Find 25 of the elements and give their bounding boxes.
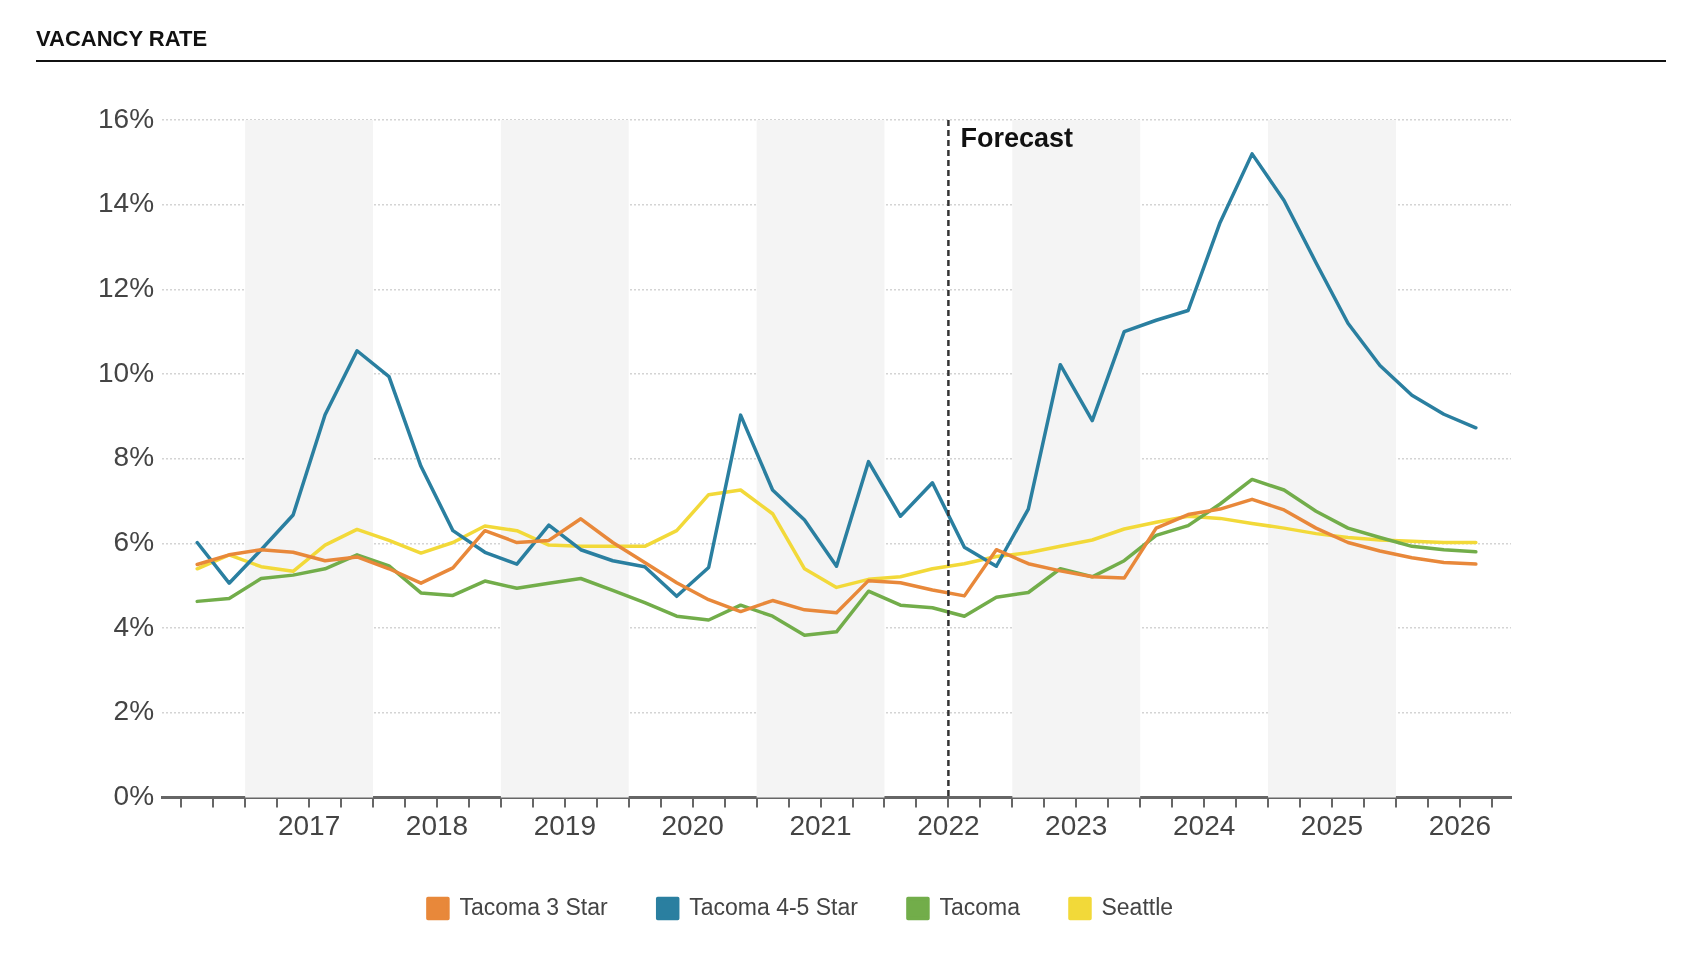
x-tick-label: 2021	[789, 809, 852, 841]
x-tick-label: 2020	[661, 809, 724, 841]
x-tick-label: 2022	[917, 809, 980, 841]
x-tick-label: 2024	[1172, 809, 1236, 841]
x-tick-label: 2026	[1428, 809, 1491, 841]
x-tick-label: 2025	[1300, 809, 1364, 841]
y-tick-label: 8%	[113, 441, 155, 473]
legend-label: Tacoma 4-5 Star	[689, 893, 859, 920]
legend-label: Tacoma 3 Star	[459, 893, 609, 920]
y-tick-label: 4%	[113, 610, 155, 642]
x-tick-label: 2023	[1045, 809, 1108, 841]
y-tick-label: 0%	[113, 780, 155, 812]
y-tick-label: 6%	[113, 526, 155, 558]
y-tick-label: 2%	[113, 695, 155, 727]
y-tick-label: 16%	[97, 102, 155, 134]
legend-label: Tacoma	[939, 893, 1021, 920]
y-tick-label: 14%	[97, 187, 155, 219]
x-tick-label: 2019	[533, 809, 596, 841]
legend-label: Seattle	[1101, 893, 1174, 920]
chart-title: VACANCY RATE	[36, 26, 1666, 62]
ref-line-label: Forecast	[960, 122, 1073, 153]
y-tick-label: 12%	[97, 272, 155, 304]
x-tick-label: 2018	[405, 809, 469, 841]
x-tick-label: 2017	[277, 809, 341, 841]
y-tick-label: 10%	[97, 356, 155, 388]
